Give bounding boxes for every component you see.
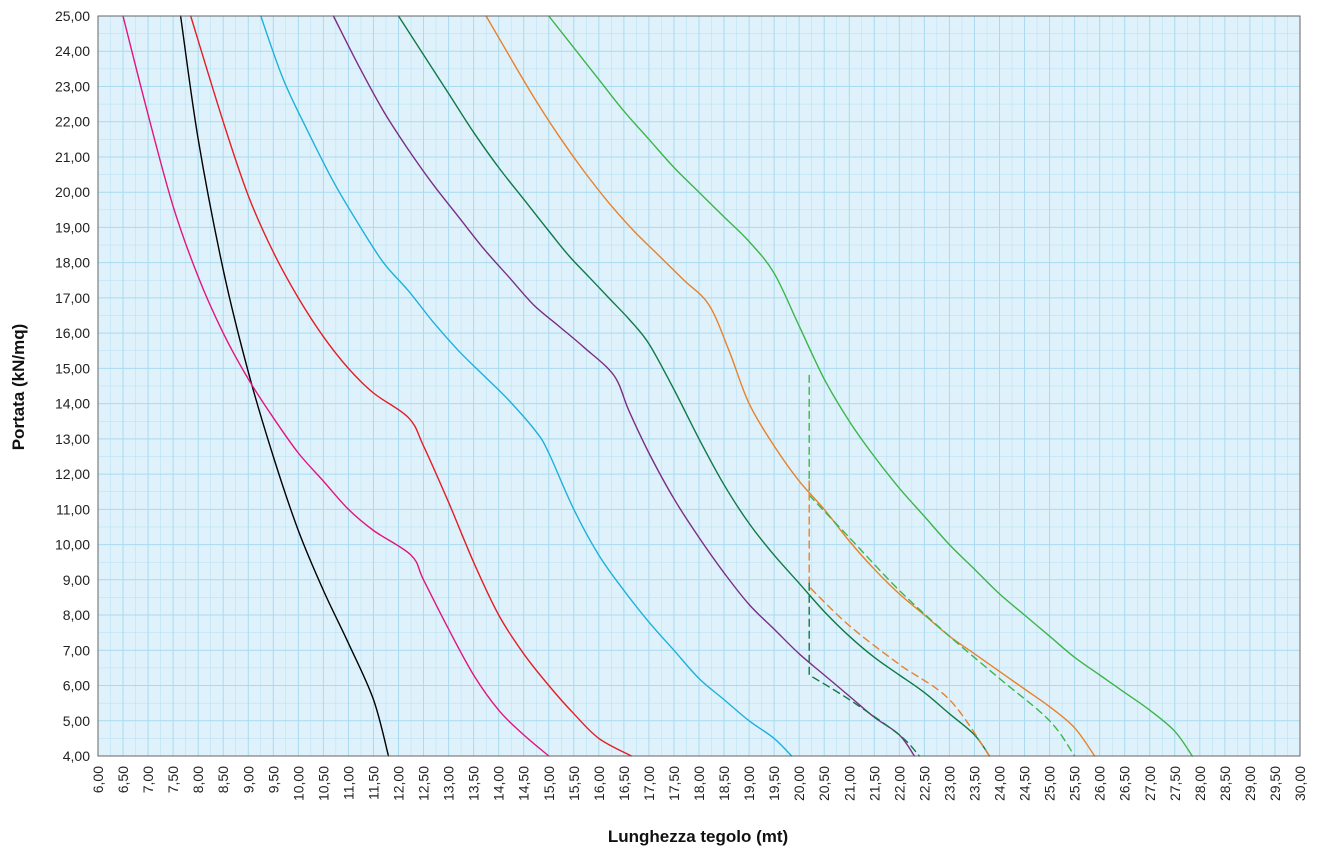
series-line-2	[190, 15, 633, 757]
x-tick-label: 22,00	[891, 766, 907, 801]
x-tick-label: 13,00	[441, 766, 457, 801]
y-tick-label: 15,00	[55, 360, 90, 376]
y-tick-label: 12,00	[55, 466, 90, 482]
x-tick-label: 28,00	[1192, 766, 1208, 801]
x-tick-label: 6,00	[90, 766, 106, 793]
y-tick-label: 10,00	[55, 537, 90, 553]
y-tick-label: 20,00	[55, 184, 90, 200]
x-tick-label: 30,00	[1292, 766, 1308, 801]
series-line-3	[260, 15, 793, 757]
x-tick-label: 23,50	[966, 766, 982, 801]
x-tick-label: 7,00	[140, 766, 156, 793]
dashed-series-line-10	[808, 582, 921, 757]
x-axis-title: Lunghezza tegolo (mt)	[608, 827, 788, 846]
x-tick-label: 14,50	[516, 766, 532, 801]
y-axis-title: Portata (kN/mq)	[9, 324, 28, 451]
series-line-1	[122, 15, 550, 757]
x-tick-label: 10,00	[290, 766, 306, 801]
dashed-series-line-8	[808, 374, 1076, 757]
y-tick-label: 25,00	[55, 8, 90, 24]
y-tick-label: 19,00	[55, 219, 90, 235]
x-tick-label: 15,50	[566, 766, 582, 801]
x-tick-label: 16,00	[591, 766, 607, 801]
x-tick-label: 29,00	[1242, 766, 1258, 801]
x-tick-label: 24,00	[992, 766, 1008, 801]
x-tick-label: 22,50	[916, 766, 932, 801]
series-line-0	[179, 15, 390, 757]
x-tick-label: 10,50	[315, 766, 331, 801]
y-tick-label: 7,00	[63, 642, 90, 658]
x-tick-label: 8,50	[215, 766, 231, 793]
x-tick-label: 7,50	[165, 766, 181, 793]
x-tick-label: 17,50	[666, 766, 682, 801]
x-tick-label: 18,50	[716, 766, 732, 801]
plot-border	[97, 15, 1301, 757]
y-tick-label: 9,00	[63, 572, 90, 588]
x-tick-label: 11,00	[340, 766, 356, 800]
y-tick-label: 11,00	[56, 501, 90, 517]
plot-frame	[97, 15, 1301, 757]
x-tick-label: 28,50	[1217, 766, 1233, 801]
series-line-6	[485, 15, 1096, 757]
x-tick-label: 27,00	[1142, 766, 1158, 801]
y-tick-label: 13,00	[55, 431, 90, 447]
y-tick-label: 21,00	[55, 149, 90, 165]
series-lines	[122, 15, 1193, 757]
x-tick-label: 23,00	[941, 766, 957, 801]
y-tick-label: 22,00	[55, 114, 90, 130]
x-tick-label: 12,00	[391, 766, 407, 801]
x-tick-label: 11,50	[365, 766, 381, 800]
y-tick-label: 16,00	[55, 325, 90, 341]
series-line-4	[332, 15, 916, 757]
y-tick-label: 8,00	[63, 607, 90, 623]
x-tick-label: 21,50	[866, 766, 882, 801]
x-tick-label: 17,00	[641, 766, 657, 801]
x-tick-label: 19,50	[766, 766, 782, 801]
x-tick-label: 26,00	[1092, 766, 1108, 801]
x-tick-label: 20,00	[791, 766, 807, 801]
series-line-7	[548, 15, 1193, 757]
x-tick-label: 9,00	[240, 766, 256, 793]
x-tick-label: 8,00	[190, 766, 206, 793]
x-tick-label: 19,00	[741, 766, 757, 801]
x-tick-label: 29,50	[1267, 766, 1283, 801]
y-tick-label: 17,00	[55, 290, 90, 306]
y-tick-labels: 4,00 5,00 6,00 7,00 8,00 9,00 10,00 11,00 12,00 1…	[55, 8, 90, 764]
x-tick-label: 6,50	[115, 766, 131, 793]
x-tick-label: 25,00	[1042, 766, 1058, 801]
y-tick-label: 14,00	[55, 396, 90, 412]
y-tick-label: 4,00	[63, 748, 90, 764]
x-tick-label: 26,50	[1117, 766, 1133, 801]
x-tick-label: 18,00	[691, 766, 707, 801]
y-tick-label: 23,00	[55, 78, 90, 94]
x-tick-label: 14,00	[491, 766, 507, 801]
y-tick-label: 18,00	[55, 255, 90, 271]
x-tick-label: 13,50	[466, 766, 482, 801]
x-tick-label: 21,00	[841, 766, 857, 801]
x-tick-label: 15,00	[541, 766, 557, 801]
x-tick-label: 16,50	[616, 766, 632, 801]
x-tick-label: 25,50	[1067, 766, 1083, 801]
x-tick-label: 12,50	[416, 766, 432, 801]
x-tick-label: 27,50	[1167, 766, 1183, 801]
y-tick-label: 24,00	[55, 43, 90, 59]
dashed-series-line-9	[808, 480, 991, 757]
x-tick-label: 20,50	[816, 766, 832, 801]
x-tick-labels: 6,00 6,50 7,00 7,50 8,00 8,50 9,00 9,50 10,00 10,…	[90, 766, 1308, 801]
y-tick-label: 5,00	[63, 713, 90, 729]
x-tick-label: 24,50	[1017, 766, 1033, 801]
y-tick-label: 6,00	[63, 678, 90, 694]
x-tick-label: 9,50	[265, 766, 281, 793]
series-line-5	[397, 15, 991, 757]
